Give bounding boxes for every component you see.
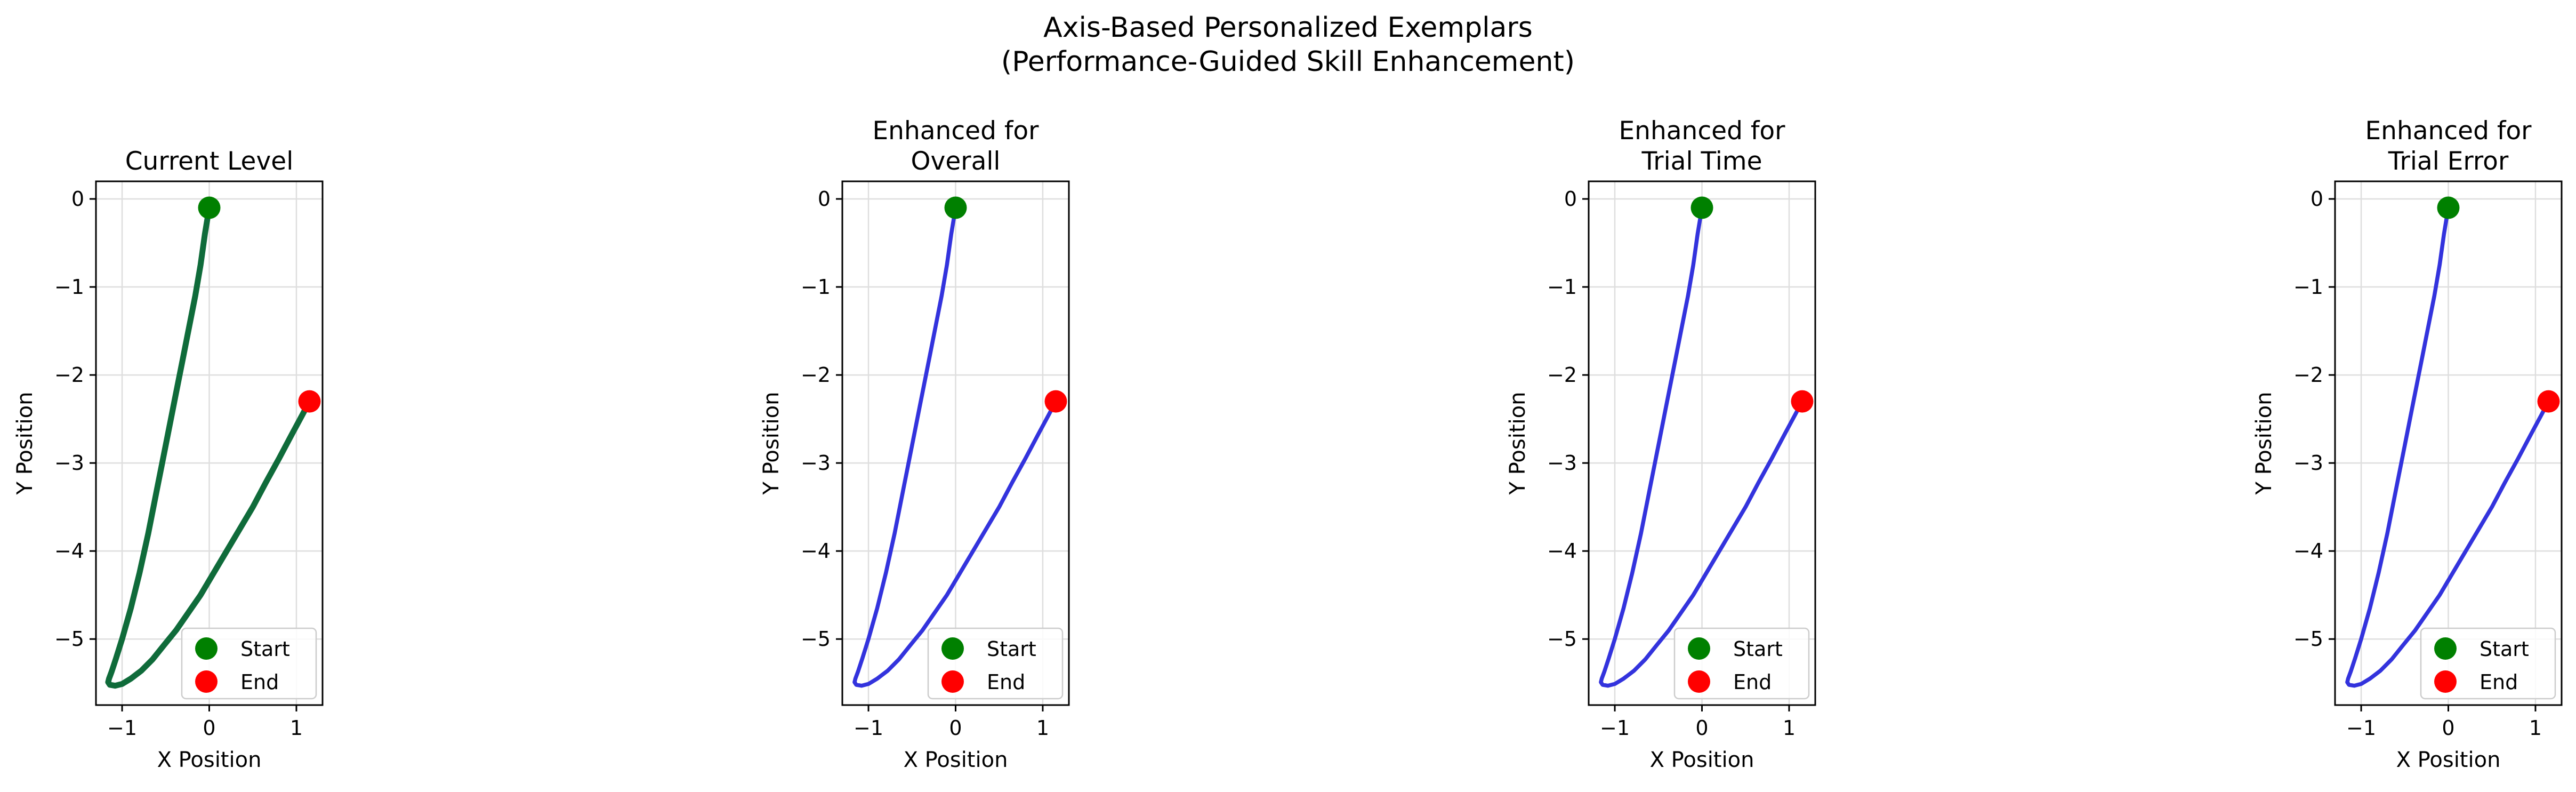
x-axis-label: X Position (2396, 748, 2501, 772)
y-tick-label: −4 (1547, 539, 1577, 563)
chart-title-line: Enhanced for (872, 116, 1039, 146)
x-tick-label: 0 (203, 716, 215, 740)
marker-start (198, 196, 221, 219)
trajectory-line (1599, 205, 1805, 688)
legend-marker-end (195, 670, 218, 693)
marker-end (2537, 390, 2560, 413)
legend-marker-start (195, 637, 218, 660)
x-tick-label: −1 (854, 716, 883, 740)
y-tick-label: −5 (801, 627, 831, 651)
y-tick-label: −4 (54, 539, 84, 563)
chart-panel-4: −1 0 1 0 −1 −2 −3 −4 −5 X Position Y Position Enhan… (2252, 116, 2563, 772)
x-tick-label: 0 (949, 716, 962, 740)
legend-label-end: End (2480, 670, 2518, 694)
y-tick-label: −1 (54, 275, 84, 299)
y-axis-label: Y Position (1506, 392, 1530, 495)
chart-title-line: Enhanced for (2365, 116, 2532, 146)
legend-marker-end (941, 670, 964, 693)
y-tick-label: −3 (1547, 451, 1577, 475)
y-tick-label: −3 (801, 451, 831, 475)
marker-end (1791, 390, 1814, 413)
x-tick-label: 1 (1036, 716, 1049, 740)
x-tick-label: 0 (1695, 716, 1708, 740)
chart-title-line: Enhanced for (1619, 116, 1785, 146)
y-tick-label: −1 (801, 275, 831, 299)
legend: Start End (927, 627, 1064, 700)
legend: Start End (1673, 627, 1810, 700)
x-axis-label: X Position (1650, 748, 1754, 772)
marker-end (298, 390, 321, 413)
x-tick-label: 1 (1783, 716, 1796, 740)
y-tick-label: 0 (818, 187, 831, 211)
figure-suptitle-line2: (Performance-Guided Skill Enhancement) (1001, 46, 1575, 78)
trajectory-line (105, 205, 312, 689)
legend-marker-start (941, 637, 964, 660)
y-tick-label: 0 (1564, 187, 1577, 211)
y-tick-label: −1 (2293, 275, 2323, 299)
y-tick-label: −5 (2293, 627, 2323, 651)
y-tick-label: −2 (2293, 363, 2323, 387)
x-tick-label: −1 (2346, 716, 2376, 740)
y-tick-label: −4 (801, 539, 831, 563)
legend-marker-start (1688, 637, 1710, 660)
y-tick-label: −2 (1547, 363, 1577, 387)
figure-suptitle-line1: Axis-Based Personalized Exemplars (1043, 12, 1533, 44)
y-axis-label: Y Position (2252, 392, 2276, 495)
marker-start (1690, 196, 1713, 219)
legend-marker-end (1688, 670, 1710, 693)
y-tick-label: −1 (1547, 275, 1577, 299)
x-axis-label: X Position (157, 748, 262, 772)
legend-label-end: End (987, 670, 1025, 694)
chart-panel-2: −1 0 1 0 −1 −2 −3 −4 −5 X Position Y Position Enhan… (759, 116, 1070, 772)
legend-label-start: Start (240, 637, 290, 661)
x-tick-label: −1 (1600, 716, 1630, 740)
x-tick-label: 1 (290, 716, 303, 740)
x-tick-label: −1 (107, 716, 137, 740)
legend-label-start: Start (1733, 637, 1783, 661)
legend-marker-end (2434, 670, 2457, 693)
y-tick-label: 0 (71, 187, 84, 211)
y-axis-label: Y Position (13, 392, 37, 495)
marker-start (944, 196, 967, 219)
legend-marker-start (2434, 637, 2457, 660)
chart-panel-1: −1 0 1 0 −1 −2 −3 −4 −5 X Position Y Position Curre… (13, 147, 324, 772)
y-tick-label: 0 (2311, 187, 2323, 211)
marker-end (1044, 390, 1067, 413)
y-tick-label: −2 (801, 363, 831, 387)
chart-panel-3: −1 0 1 0 −1 −2 −3 −4 −5 X Position Y Position Enhan… (1506, 116, 1816, 772)
y-tick-label: −3 (2293, 451, 2323, 475)
legend-label-end: End (240, 670, 279, 694)
x-tick-label: 0 (2442, 716, 2454, 740)
legend: Start End (181, 627, 317, 700)
chart-title-line: Trial Time (1641, 147, 1762, 176)
chart-title-line: Current Level (125, 147, 294, 176)
legend: Start End (2420, 627, 2556, 700)
legend-label-start: Start (987, 637, 1036, 661)
x-tick-label: 1 (2529, 716, 2542, 740)
chart-title-line: Overall (911, 147, 1001, 176)
y-tick-label: −3 (54, 451, 84, 475)
trajectory-line (852, 205, 1058, 688)
chart-title-line: Trial Error (2388, 147, 2509, 176)
legend-label-end: End (1733, 670, 1772, 694)
legend-label-start: Start (2480, 637, 2529, 661)
y-tick-label: −5 (1547, 627, 1577, 651)
x-axis-label: X Position (904, 748, 1008, 772)
y-axis-label: Y Position (759, 392, 784, 495)
marker-start (2437, 196, 2460, 219)
y-tick-label: −5 (54, 627, 84, 651)
y-tick-label: −2 (54, 363, 84, 387)
trajectory-line (2345, 205, 2551, 688)
y-tick-label: −4 (2293, 539, 2323, 563)
